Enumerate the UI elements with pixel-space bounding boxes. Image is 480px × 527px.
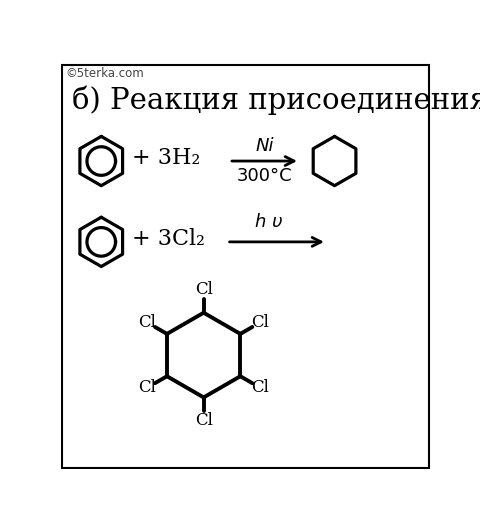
Text: Cl: Cl [252, 314, 269, 331]
Text: 300°C: 300°C [237, 167, 292, 185]
Text: Cl: Cl [138, 379, 156, 396]
Text: Cl: Cl [138, 314, 156, 331]
Text: + 3Cl₂: + 3Cl₂ [132, 228, 205, 250]
Text: Cl: Cl [195, 281, 213, 298]
Text: Cl: Cl [252, 379, 269, 396]
Text: ©5terka.com: ©5terka.com [65, 67, 144, 80]
Text: + 3H₂: + 3H₂ [132, 147, 200, 169]
Text: б) Реакция присоединения: б) Реакция присоединения [72, 85, 480, 115]
Text: h υ: h υ [255, 213, 283, 231]
Text: Cl: Cl [195, 412, 213, 429]
Text: Ni: Ni [255, 137, 274, 155]
